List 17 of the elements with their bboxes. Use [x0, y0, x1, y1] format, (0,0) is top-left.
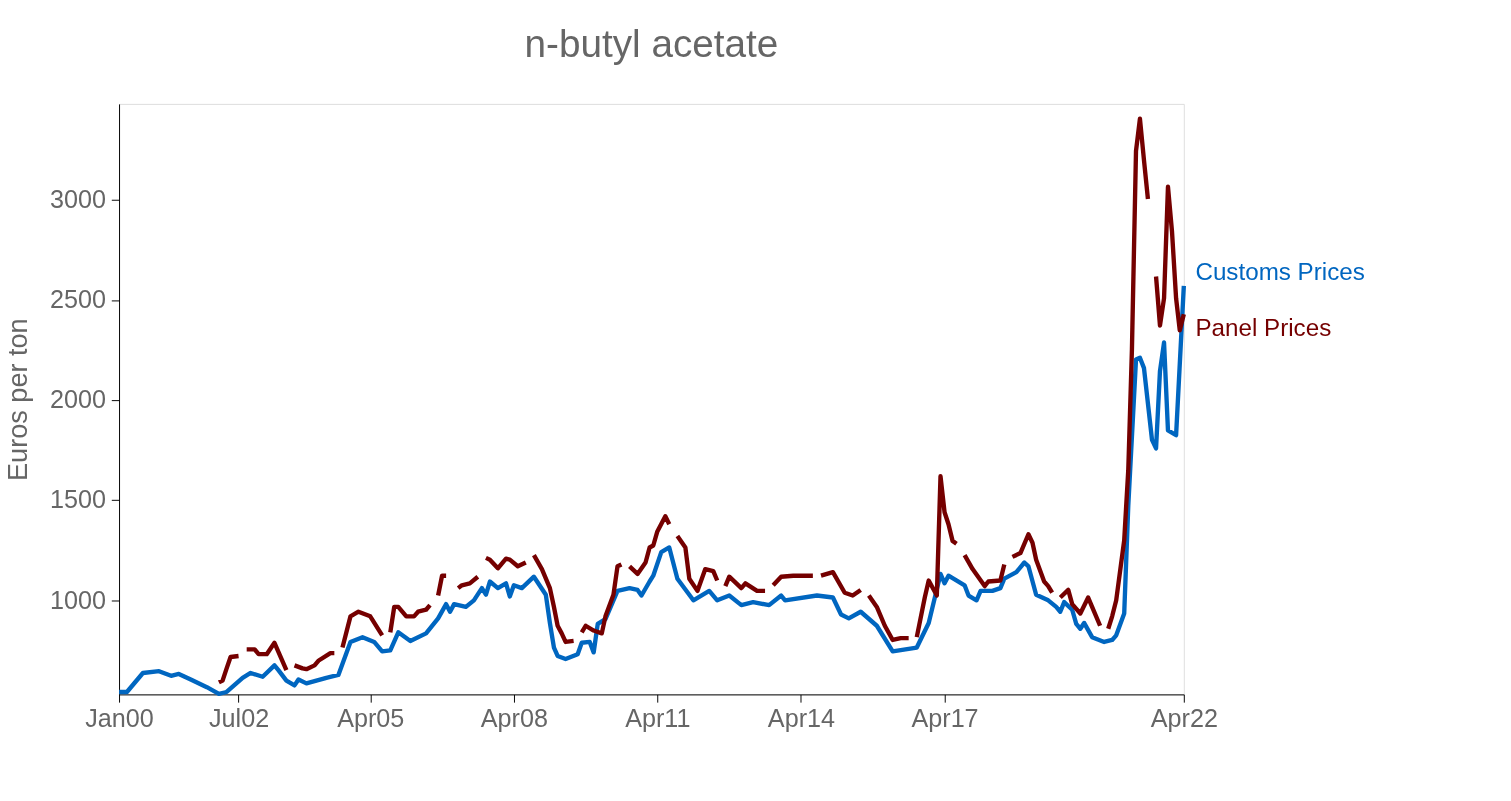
chart-title: n-butyl acetate	[524, 22, 779, 66]
y-tick-label: 1500	[50, 485, 106, 514]
x-tick-label: Apr17	[911, 703, 979, 732]
y-tick-label: 3000	[50, 185, 106, 214]
x-tick-label: Apr22	[1150, 703, 1218, 732]
x-tick-label: Apr05	[337, 703, 405, 732]
x-tick-label: Apr11	[625, 703, 691, 732]
y-tick-label: 2000	[50, 385, 106, 414]
x-tick-label: Jan00	[85, 703, 154, 732]
series-label: Customs Prices	[1195, 258, 1365, 286]
x-tick-label: Jul02	[208, 703, 270, 732]
y-tick-label: 2500	[50, 285, 106, 314]
x-tick-label: Apr08	[480, 703, 548, 732]
x-tick-label: Apr14	[767, 703, 836, 732]
series-label: Panel Prices	[1195, 313, 1332, 341]
y-tick-label: 1000	[50, 585, 106, 614]
y-axis-title: Euros per ton	[1, 318, 33, 481]
